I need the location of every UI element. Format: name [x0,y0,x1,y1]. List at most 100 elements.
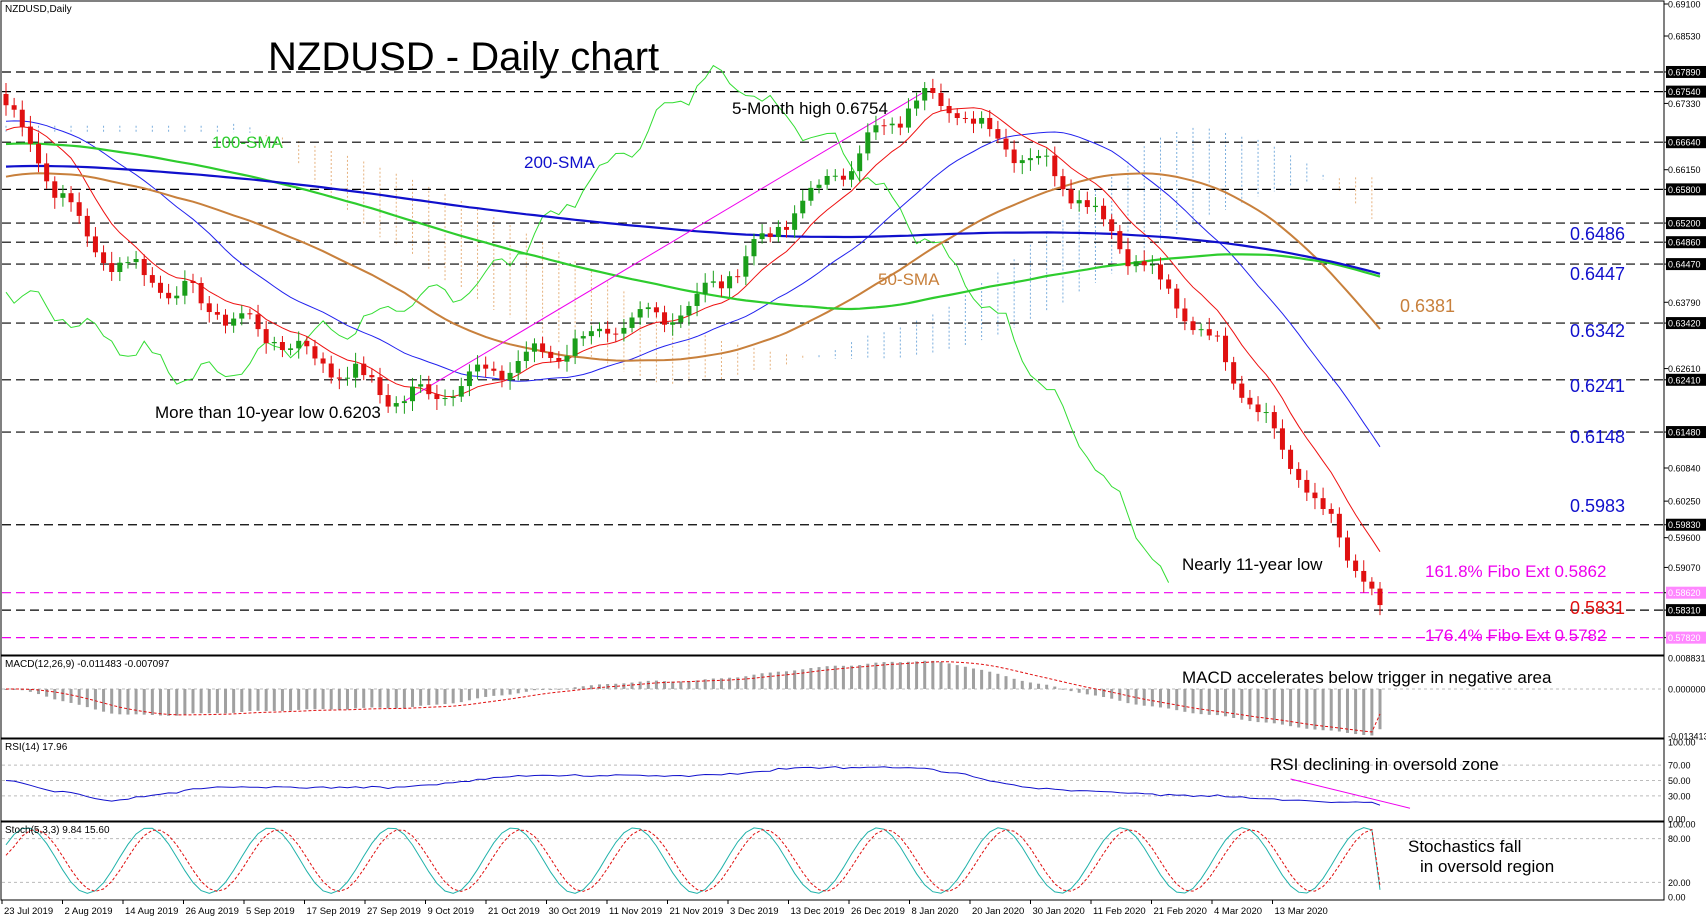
macd-bar [1175,688,1179,711]
price-tick-label: 0.60840 [1668,463,1701,473]
macd-axis-label: 0.000000 [1668,684,1706,694]
price-tag [1666,65,1706,78]
candle-body [344,377,350,379]
candle-body [44,163,50,182]
macd-axis-label: -0.013413 [1668,732,1706,742]
candle-body [531,343,537,352]
candle-body [979,117,985,124]
candle-body [369,375,375,378]
candle-body [1312,492,1318,499]
candle-body [914,100,920,109]
stoch-d-line [5,828,1381,892]
macd-bar [980,669,984,689]
level-label-6148: 0.6148 [1570,427,1625,447]
high-annotation: 5-Month high 0.6754 [732,99,888,118]
candle-body [166,292,172,299]
macd-bar [1207,688,1211,715]
candle-body [1052,155,1058,177]
macd-bar [1280,688,1284,725]
candle-body [743,256,749,277]
candle-body [515,361,521,373]
candle-body [247,313,253,315]
macd-bar [833,665,837,689]
macd-bar [654,680,658,689]
stoch-label: Stoch(5,3,3) 9.84 15.60 [5,825,110,836]
stoch-note-1: Stochastics fall [1408,837,1521,856]
candle-body [637,309,643,318]
macd-bar [679,681,683,689]
macd-bar [1118,688,1122,701]
candle-body [1027,158,1033,161]
macd-bar [321,688,325,710]
level-label-6342: 0.6342 [1570,321,1625,341]
macd-bar [427,688,431,706]
date-tick-label: 14 Aug 2019 [125,906,178,917]
macd-bar [1150,688,1154,707]
candle-body [1084,200,1090,208]
candle-body [1117,231,1123,250]
candle-body [1279,428,1285,450]
macd-bar [532,688,536,691]
candle-body [296,340,302,349]
candle-body [1328,508,1334,514]
symbol-label: NZDUSD,Daily [5,4,72,15]
date-tick-label: 13 Mar 2020 [1275,906,1328,917]
macd-bar [28,688,32,692]
macd-bar [167,688,171,716]
candle-body [775,226,781,238]
candle-body [190,280,196,284]
candle-body [857,153,863,172]
macd-bar [12,688,16,690]
macd-bar [801,669,805,689]
candle-body [499,370,505,381]
macd-bar [1061,688,1065,690]
macd-bar [1240,688,1244,720]
macd-bar [541,688,545,690]
date-tick-label: 13 Dec 2019 [791,906,845,917]
macd-bar [305,688,309,710]
candle-body [1239,383,1245,398]
macd-bar [874,662,878,689]
macd-bar [85,688,89,708]
macd-bar [646,680,650,689]
candle-body [231,318,237,326]
price-tag [1666,258,1706,271]
macd-bar [589,685,593,689]
date-tick-label: 5 Sep 2019 [246,906,295,917]
candle-body [767,233,773,238]
candle-body [694,294,700,306]
macd-bar [110,688,114,714]
macd-bar [142,688,146,715]
candle-body [962,117,968,119]
macd-bar [289,688,293,711]
candle-body [1149,264,1155,266]
date-tick-label: 21 Oct 2019 [488,906,540,917]
macd-bar [1289,688,1293,727]
macd-bar [1053,686,1057,689]
macd-bar [175,688,179,716]
macd-bar [394,688,398,709]
sub-indicators [2,660,1663,894]
level-label-6447: 0.6447 [1570,264,1625,284]
kijun-sen [5,120,1381,448]
macd-bar [1362,688,1366,735]
candle-body [214,312,220,315]
macd-bar [939,661,943,689]
candle-body [1223,335,1229,363]
candle-body [670,322,676,325]
price-tick-label: 0.65800 [1668,185,1701,195]
candle-body [141,259,147,276]
macd-bar [1337,688,1341,732]
rsi-axis-label: 30.00 [1668,791,1691,801]
candle-body [361,363,367,376]
macd-bar [996,673,1000,689]
rsi-axis-label: 100.00 [1668,738,1696,748]
candle-body [255,314,261,330]
macd-bar [719,678,723,689]
stoch-note-2: in oversold region [1420,857,1554,876]
candle-body [946,105,952,114]
candle-body [718,281,724,289]
candle-body [1133,261,1139,267]
candle-body [897,123,903,128]
date-tick-label: 21 Nov 2019 [670,906,724,917]
